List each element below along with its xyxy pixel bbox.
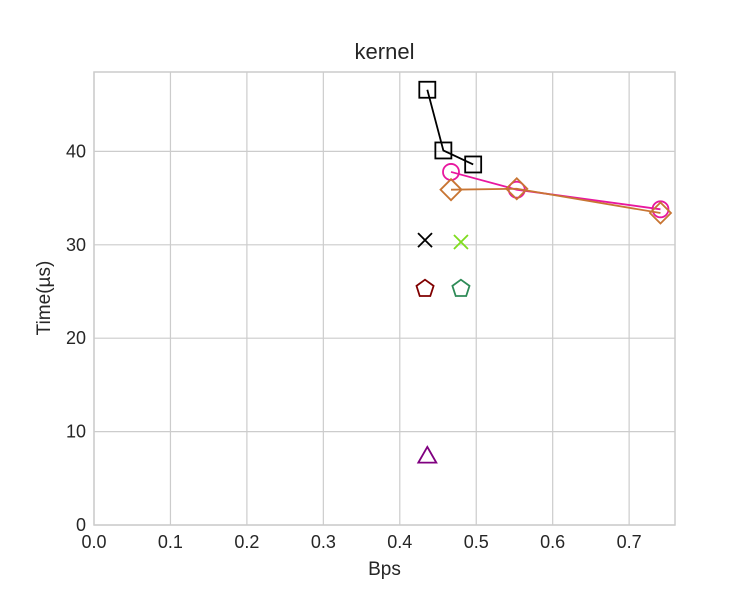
data-point-square <box>418 80 437 99</box>
data-series <box>415 80 673 464</box>
x-tick-label: 0.5 <box>464 532 489 552</box>
data-point-diamond <box>648 201 673 225</box>
data-point-x <box>417 232 433 248</box>
x-tick-label: 0.1 <box>158 532 183 552</box>
series-line-2 <box>450 171 661 211</box>
series-line-3 <box>450 187 661 214</box>
tick-labels: 0.0 0.1 0.2 0.3 0.4 0.5 0.6 0.7 0 10 20 30 40 <box>66 141 642 552</box>
data-point-x <box>453 234 469 250</box>
y-tick-label: 10 <box>66 422 86 442</box>
x-tick-label: 0.2 <box>234 532 259 552</box>
series-line-1 <box>426 89 474 166</box>
data-point-square <box>434 141 453 160</box>
y-axis-label: Time(µs) <box>34 261 55 336</box>
data-point-diamond <box>439 177 463 202</box>
x-tick-label: 0.7 <box>617 532 642 552</box>
x-axis-label: Bps <box>368 559 401 580</box>
chart-title: kernel <box>355 39 415 64</box>
y-tick-label: 0 <box>76 515 86 535</box>
y-tick-label: 30 <box>66 235 86 255</box>
data-point-diamond <box>504 176 529 201</box>
x-tick-label: 0.6 <box>540 532 565 552</box>
y-tick-label: 20 <box>66 328 86 348</box>
data-point-square <box>464 155 483 174</box>
grid-lines <box>93 72 675 526</box>
y-tick-label: 40 <box>66 141 86 161</box>
plot-area <box>93 71 676 526</box>
x-tick-label: 0.0 <box>81 532 106 552</box>
x-tick-label: 0.4 <box>387 532 412 552</box>
x-tick-label: 0.3 <box>311 532 336 552</box>
data-point-triangle <box>416 445 438 464</box>
data-point-pentagon <box>415 278 435 297</box>
data-point-pentagon <box>451 278 471 297</box>
